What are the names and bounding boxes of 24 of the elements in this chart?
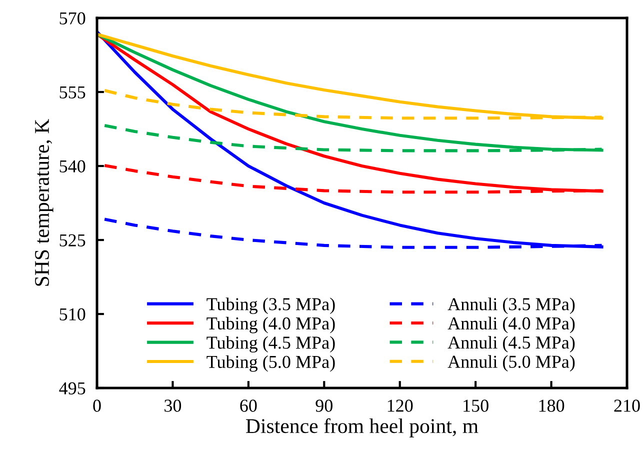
legend-label: Annuli (4.0 MPa) [448, 316, 575, 334]
x-tick-label: 30 [164, 400, 182, 412]
y-tick-label: 570 [60, 12, 86, 24]
y-tick-label: 555 [60, 86, 86, 98]
legend-label: Tubing (4.0 MPa) [206, 316, 335, 334]
legend-label: Tubing (4.5 MPa) [206, 336, 335, 353]
y-tick-label: 540 [60, 160, 86, 172]
x-tick-label: 0 [93, 400, 101, 412]
x-tick-label: 60 [240, 400, 257, 412]
x-tick-label: 90 [316, 400, 332, 412]
x-tick-label: 150 [464, 400, 488, 412]
x-tick-label: 180 [539, 400, 564, 412]
legend-label: Annuli (5.0 MPa) [448, 355, 575, 372]
y-tick-label: 510 [60, 308, 86, 320]
y-axis-title: SHS temperature, K [35, 119, 54, 286]
legend-label: Annuli (4.5 MPa) [448, 336, 575, 352]
x-tick-label: 210 [614, 400, 640, 412]
y-tick-label: 495 [59, 382, 86, 394]
x-tick-label: 120 [388, 400, 413, 412]
y-tick-label: 525 [60, 234, 86, 246]
x-axis-title: Distence from heel point, m [246, 418, 478, 438]
legend-label: Tubing (5.0 MPa) [206, 355, 335, 372]
legend-label: Annuli (3.5 MPa) [448, 298, 575, 314]
legend-label: Tubing (3.5 MPa) [206, 298, 335, 314]
